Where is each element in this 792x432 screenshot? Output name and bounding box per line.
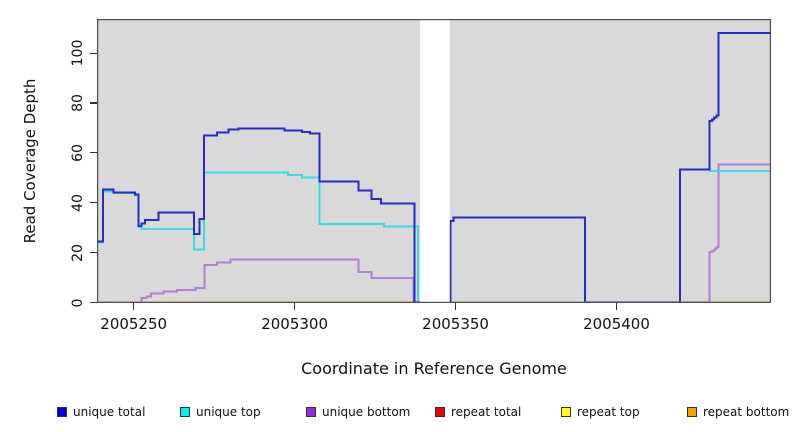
series-unique-bottom — [97, 163, 771, 304]
y-axis-tick-label: 80 — [70, 94, 86, 112]
x-axis-title: Coordinate in Reference Genome — [301, 359, 567, 378]
legend-item-repeat-bottom: repeat bottom — [687, 405, 789, 419]
legend-item-unique-bottom: unique bottom — [306, 405, 410, 419]
legend-label: repeat bottom — [703, 405, 790, 419]
y-axis-tick — [90, 252, 97, 254]
y-axis-tick — [90, 52, 97, 54]
legend-label: unique top — [196, 405, 261, 419]
legend-label: repeat total — [451, 405, 522, 419]
x-axis-tick-label: 2005350 — [422, 315, 489, 333]
series-unique-total — [97, 32, 771, 304]
x-axis-tick-label: 2005400 — [583, 315, 650, 333]
y-axis-tick-label: 100 — [70, 39, 86, 67]
y-axis-tick-label: 60 — [70, 143, 86, 162]
plot-area — [97, 19, 771, 304]
legend-swatch-repeat-bottom — [687, 407, 697, 417]
x-axis-tick-label: 2005300 — [261, 315, 329, 333]
y-axis-tick — [90, 202, 97, 204]
y-axis-tick-label: 20 — [70, 243, 86, 262]
y-axis-title: Read Coverage Depth — [21, 78, 39, 244]
legend-label: repeat top — [577, 405, 640, 419]
legend-item-repeat-total: repeat total — [435, 405, 521, 419]
plot-border — [97, 19, 771, 303]
y-axis-tick-label: 40 — [70, 193, 86, 212]
x-axis-tick — [454, 303, 457, 310]
legend-label: unique bottom — [322, 405, 411, 419]
legend-swatch-unique-top — [180, 407, 190, 417]
no-data-gap-band — [420, 20, 450, 302]
coverage-step-chart — [97, 19, 771, 304]
legend-swatch-unique-total — [57, 407, 67, 417]
legend-swatch-repeat-total — [435, 407, 445, 417]
legend-item-unique-top: unique top — [180, 405, 261, 419]
y-axis-tick — [90, 301, 97, 304]
x-axis-tick — [133, 303, 135, 310]
legend-item-unique-total: unique total — [57, 405, 145, 419]
y-axis-tick — [90, 152, 97, 154]
y-axis-tick — [90, 102, 97, 104]
x-axis-tick — [294, 303, 296, 310]
legend-swatch-repeat-top — [561, 407, 571, 417]
x-axis-tick — [615, 303, 618, 310]
legend-label: unique total — [73, 405, 146, 419]
legend-swatch-unique-bottom — [306, 407, 316, 417]
y-axis-tick-label: 0 — [70, 298, 86, 307]
legend-item-repeat-top: repeat top — [561, 405, 640, 419]
x-axis-tick-label: 2005250 — [100, 315, 168, 333]
